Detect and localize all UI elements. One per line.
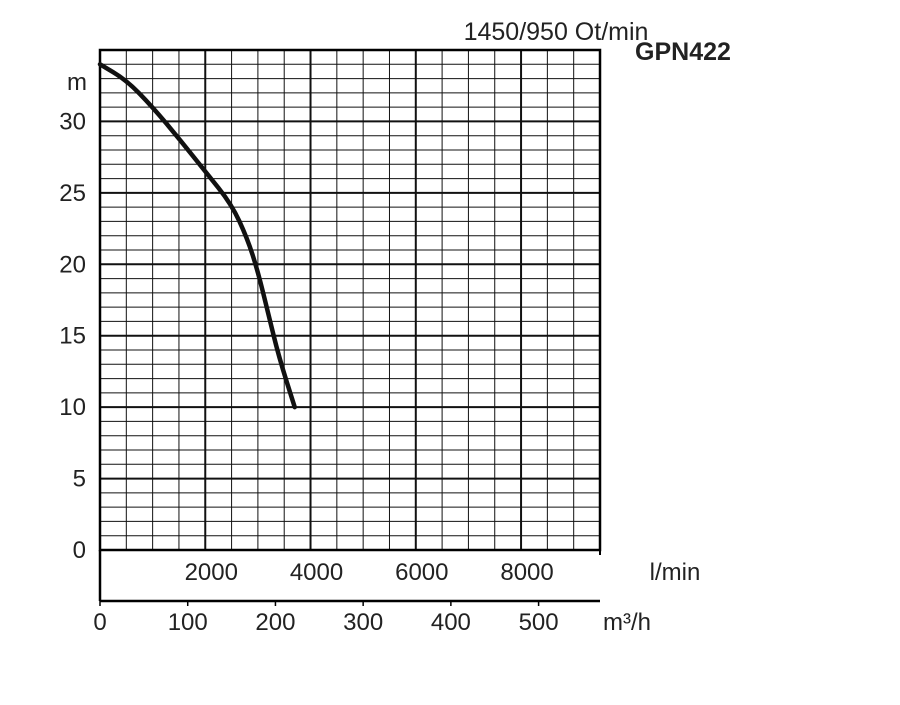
y-tick-label: 30 [59, 108, 86, 135]
x-axis-label: l/min [650, 559, 701, 586]
y-tick-label: 20 [59, 251, 86, 278]
y-tick-label: 15 [59, 323, 86, 350]
y-tick-label: 10 [59, 394, 86, 421]
y-axis-label: m [67, 69, 87, 96]
y-tick-label: 0 [73, 537, 86, 564]
x2-axis-label: m³/h [603, 609, 651, 636]
y-tick-label: 25 [59, 180, 86, 207]
x-tick-label-m3h: 500 [519, 609, 559, 636]
x-tick-label-lmin: 6000 [395, 559, 448, 586]
label-layer: 1450/950 Ot/min GPN422 m l/min m³/h [67, 18, 731, 636]
y-tick-label: 5 [73, 466, 86, 493]
x-tick-label-lmin: 4000 [290, 559, 343, 586]
plot-frame [98, 48, 602, 552]
x-tick-label-lmin: 2000 [185, 559, 238, 586]
x-tick-label-lmin: 8000 [500, 559, 553, 586]
grid-layer [100, 50, 601, 550]
pump-curve-line [97, 62, 297, 410]
x-tick-label-m3h: 100 [168, 609, 208, 636]
tick-layer: 0 5 10 15 20 25 30 2000 4000 6000 8000 0 100 200 300 40… [59, 108, 558, 636]
chart-title: 1450/950 Ot/min [464, 18, 649, 46]
x-tick-label-m3h: 200 [255, 609, 295, 636]
frame-layer [98, 48, 602, 603]
x-tick-label-m3h: 300 [343, 609, 383, 636]
chart-subtitle: GPN422 [635, 38, 731, 66]
x-tick-label-m3h: 400 [431, 609, 471, 636]
series-layer [97, 62, 297, 410]
x-tick-label-m3h: 0 [93, 609, 106, 636]
